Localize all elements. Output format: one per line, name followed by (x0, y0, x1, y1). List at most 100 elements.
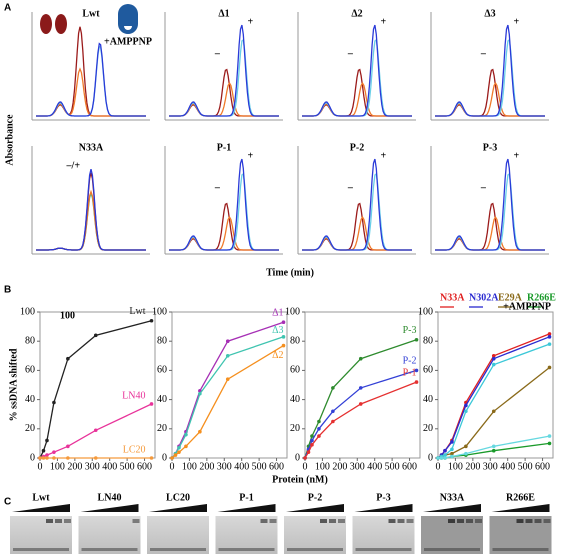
data-point (491, 409, 496, 414)
x-tick-label: 400 (367, 461, 382, 472)
gel-band (525, 519, 533, 523)
icon-label: +AMPPNP (104, 36, 152, 47)
panel-title: P-1 (217, 142, 231, 153)
x-tick-label: 400 (102, 461, 117, 472)
data-point (464, 444, 468, 449)
series-line (171, 345, 284, 459)
trace (435, 215, 545, 251)
y-tick-label: 40 (423, 394, 433, 405)
gel-band (448, 519, 455, 523)
data-point (93, 456, 98, 460)
trace (169, 215, 279, 251)
gel-image (147, 516, 209, 554)
gel-band (475, 519, 482, 523)
panel-label: C (4, 497, 11, 508)
data-point (66, 456, 70, 460)
x-axis-label: Protein (nM) (272, 474, 328, 485)
panel-title: P-3 (483, 142, 497, 153)
data-point (177, 445, 181, 450)
data-point (149, 318, 154, 323)
gel-band (543, 519, 551, 523)
legend-label: N33A (440, 292, 465, 303)
peak-sign: + (248, 16, 254, 27)
data-point (93, 428, 98, 433)
x-tick-label: 200 (199, 461, 214, 472)
x-tick-label: 300 (217, 461, 232, 472)
annotation: 100 (60, 310, 75, 321)
data-point (414, 337, 419, 342)
legend-label: E29A (498, 292, 523, 303)
data-point (52, 450, 56, 454)
data-point (52, 456, 56, 460)
data-point (443, 456, 447, 460)
trace (36, 45, 146, 117)
x-tick-label: 300 (483, 461, 498, 472)
data-point (491, 448, 496, 453)
y-tick-label: 60 (157, 365, 167, 376)
gel-band (260, 519, 268, 523)
gradient-wedge (149, 504, 207, 512)
trace (36, 42, 146, 117)
y-tick-label: 20 (157, 423, 167, 434)
gel-band (457, 519, 464, 523)
data-point (149, 402, 154, 406)
data-point (491, 356, 496, 361)
free-dna-band (81, 548, 138, 551)
plot-frame (39, 311, 156, 459)
gradient-wedge (491, 504, 550, 512)
gel-band (320, 519, 327, 523)
data-point (170, 456, 174, 460)
data-point (41, 456, 46, 460)
peak-sign: – (214, 49, 221, 60)
data-point (281, 343, 286, 348)
trace (36, 67, 146, 117)
y-tick-label: 80 (290, 335, 300, 346)
x-tick-label: 400 (234, 461, 249, 472)
x-tick-label: 600 (402, 461, 417, 472)
data-point (198, 391, 202, 396)
x-tick-label: 100 (315, 461, 330, 472)
x-tick-label: 0 (303, 461, 308, 472)
data-point (450, 451, 454, 456)
data-point (281, 320, 286, 325)
x-tick-label: 500 (385, 461, 400, 472)
y-tick-label: 0 (428, 452, 433, 463)
gel-band (516, 519, 524, 523)
data-point (331, 386, 335, 390)
protein-icon (40, 4, 138, 34)
trace (302, 81, 412, 117)
gel-band (534, 519, 542, 523)
x-tick-label: 300 (85, 461, 100, 472)
plot-frame (304, 311, 421, 459)
y-tick-label: 80 (423, 335, 433, 346)
trace (169, 81, 279, 117)
data-point (358, 356, 363, 361)
trace (302, 158, 412, 251)
x-tick-label: 0 (38, 461, 43, 472)
lane-label: R266E (506, 492, 535, 503)
y-tick-label: 40 (290, 394, 300, 405)
x-tick-label: 200 (332, 461, 347, 472)
data-point (464, 451, 468, 456)
gel-band (132, 519, 140, 523)
lane-label: P-3 (376, 492, 390, 503)
gel-band (388, 519, 396, 523)
trace (169, 24, 279, 117)
peak-sign: – (480, 183, 487, 194)
lane-label: Lwt (32, 492, 50, 503)
y-tick-label: 100 (285, 306, 300, 317)
peak-sign: + (514, 150, 520, 161)
trace (36, 169, 146, 251)
y-tick-label: 60 (423, 365, 433, 376)
trace (435, 158, 545, 251)
peak-sign: – (214, 183, 221, 194)
data-point (464, 409, 468, 414)
peak-sign: + (514, 16, 520, 27)
gel-band (466, 519, 473, 523)
lane-label: P-2 (308, 492, 322, 503)
peak-sign: + (381, 16, 387, 27)
gel-band (64, 519, 71, 523)
panel-title: Δ3 (484, 8, 495, 19)
plot-frame (437, 311, 554, 459)
gradient-wedge (423, 504, 481, 512)
